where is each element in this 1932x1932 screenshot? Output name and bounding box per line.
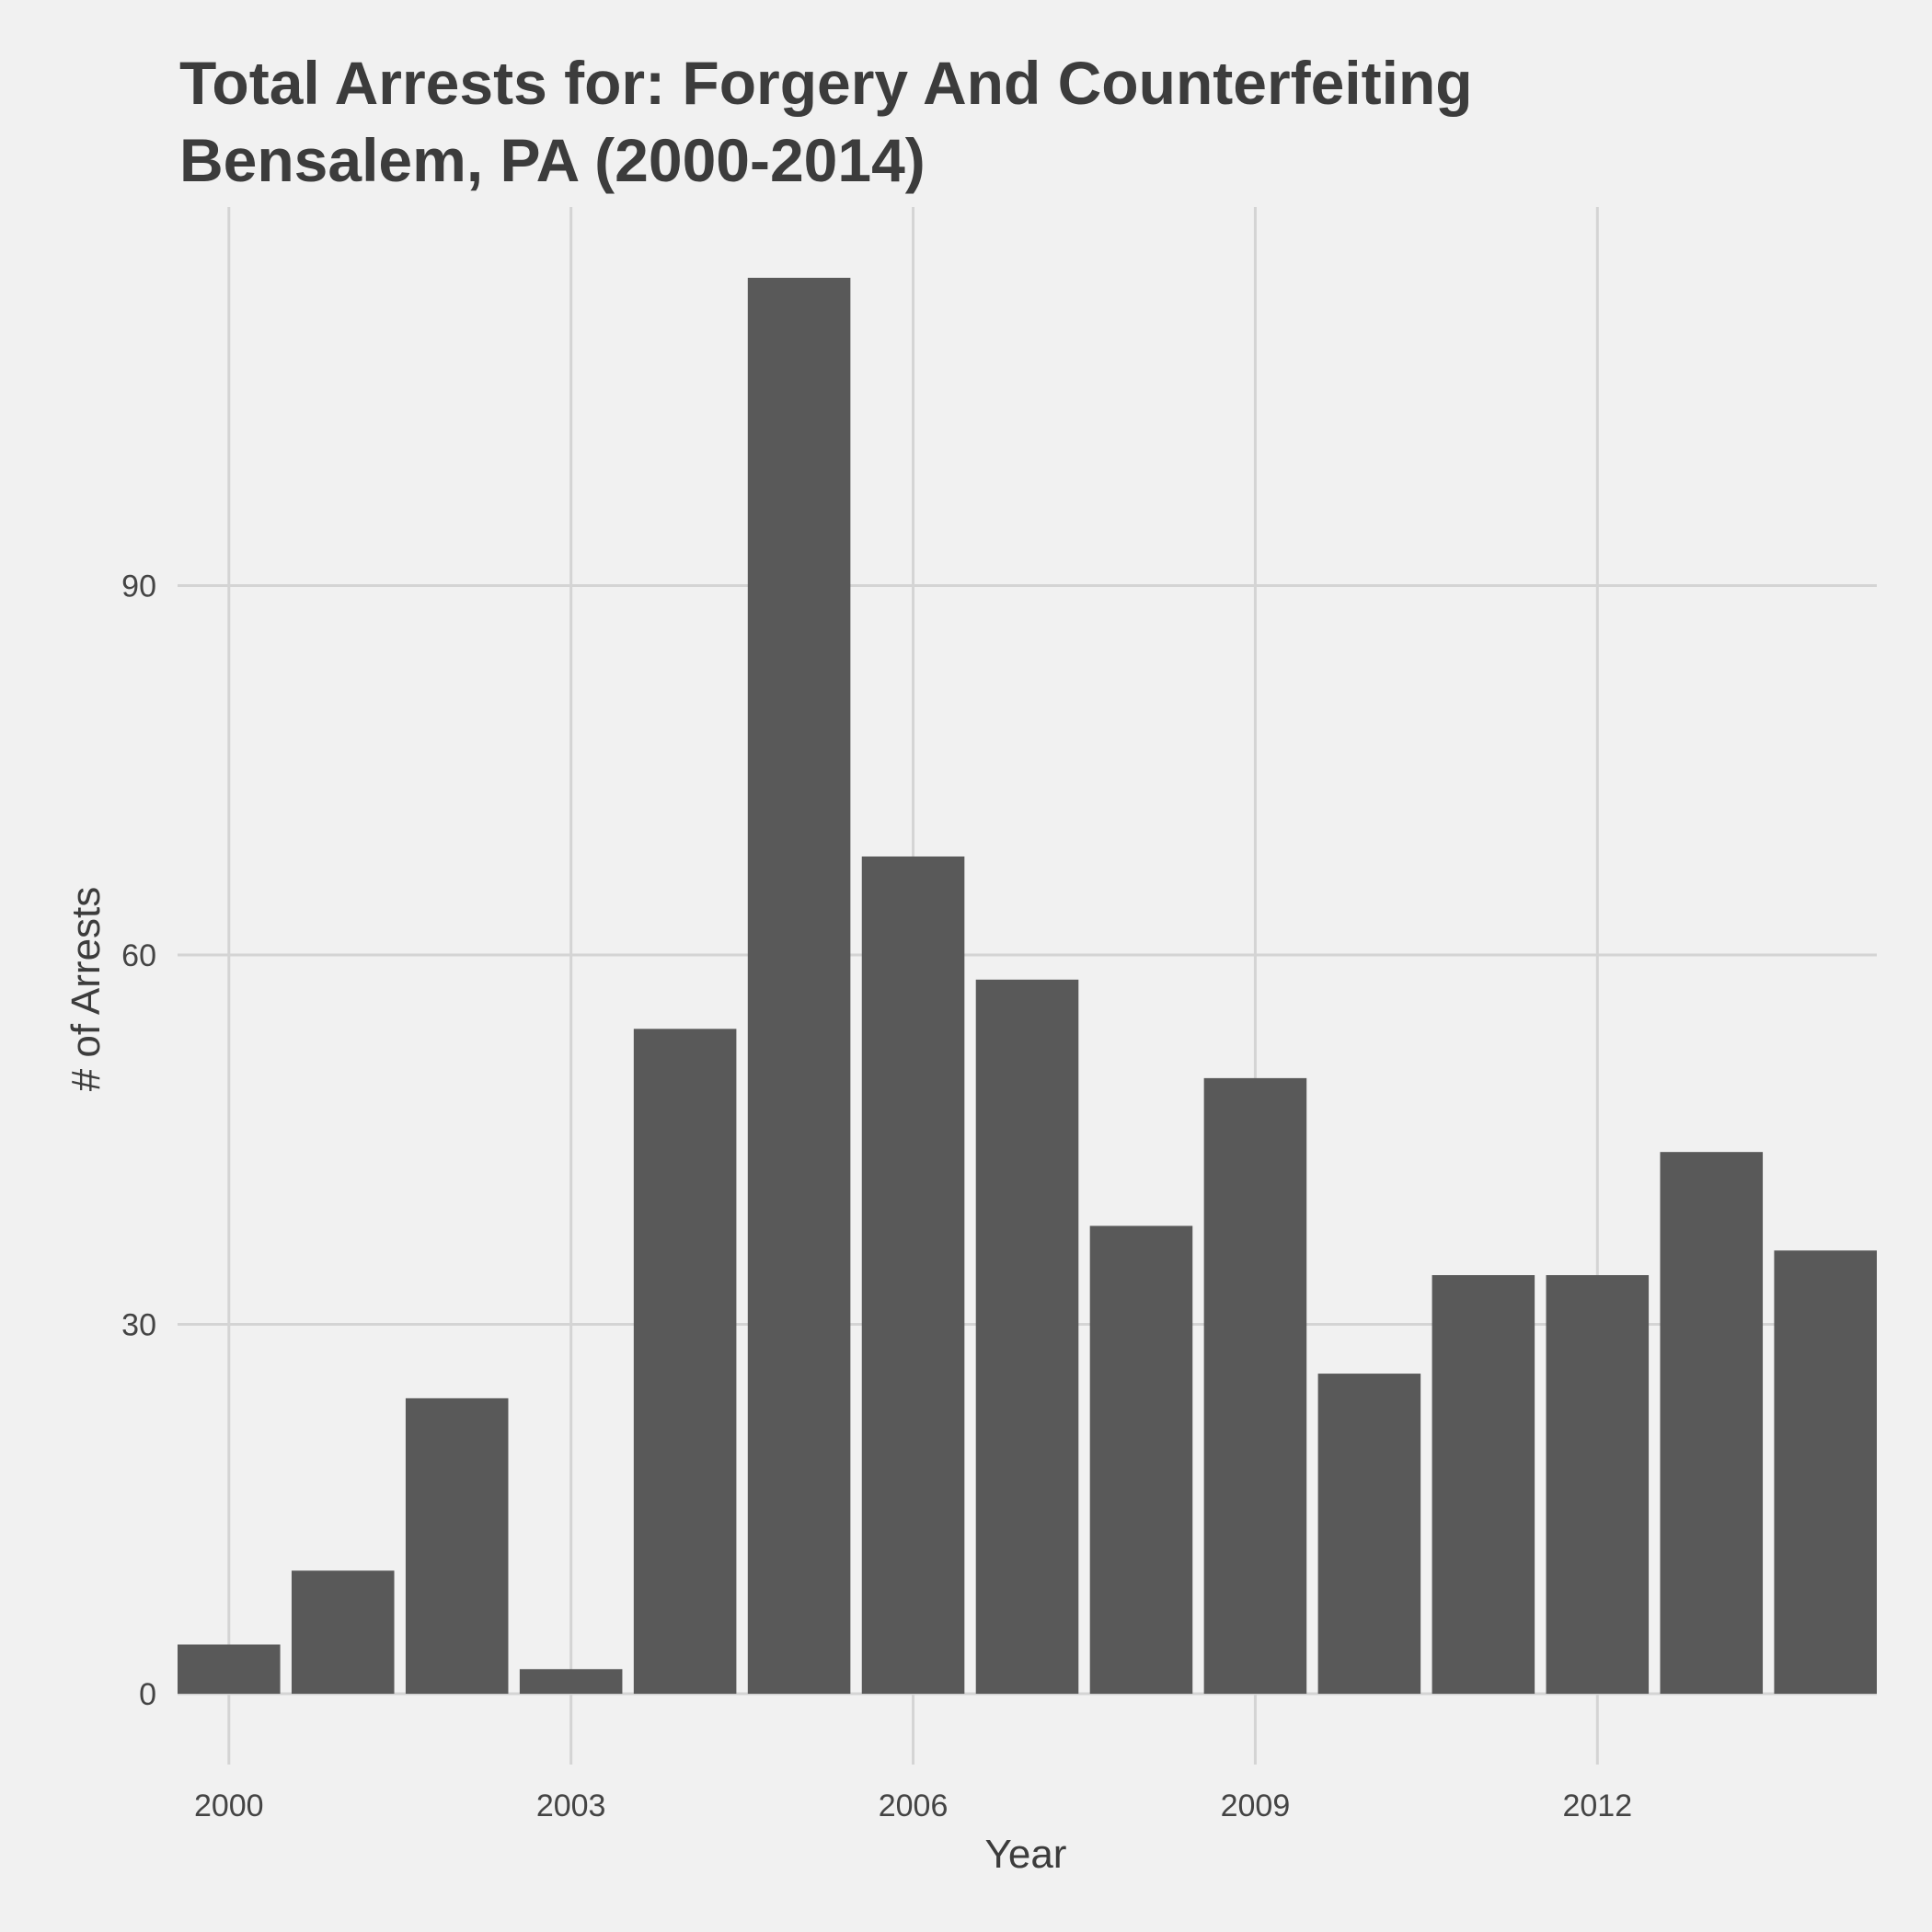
y-axis-title: # of Arrests bbox=[63, 887, 109, 1092]
bar-2007 bbox=[975, 979, 1079, 1695]
y-tick-label-90: 90 bbox=[121, 569, 156, 604]
chart-title-line-1: Total Arrests for: Forgery And Counterfe… bbox=[179, 49, 1473, 117]
bar-2014 bbox=[1774, 1250, 1877, 1695]
bar-2011 bbox=[1432, 1275, 1535, 1695]
x-axis-title: Year bbox=[985, 1832, 1067, 1877]
bar-2002 bbox=[405, 1397, 509, 1695]
y-tick-label-0: 0 bbox=[139, 1677, 156, 1712]
y-tick-label-60: 60 bbox=[121, 938, 156, 973]
bar-2001 bbox=[291, 1570, 395, 1695]
y-axis-ticks: 0 30 60 90 bbox=[121, 569, 156, 1713]
bar-2010 bbox=[1317, 1374, 1421, 1695]
bar-2009 bbox=[1203, 1077, 1307, 1695]
y-tick-label-30: 30 bbox=[121, 1308, 156, 1343]
bar-2013 bbox=[1660, 1152, 1764, 1695]
bar-2008 bbox=[1089, 1225, 1193, 1695]
x-tick-label-2003: 2003 bbox=[536, 1788, 606, 1823]
bar-2005 bbox=[747, 277, 851, 1695]
bar-2006 bbox=[861, 856, 965, 1695]
chart-title-line-2: Bensalem, PA (2000-2014) bbox=[179, 126, 926, 194]
bars bbox=[178, 277, 1877, 1695]
x-tick-label-2006: 2006 bbox=[879, 1788, 949, 1823]
bar-2000 bbox=[178, 1644, 281, 1695]
x-tick-label-2012: 2012 bbox=[1562, 1788, 1632, 1823]
x-tick-label-2009: 2009 bbox=[1221, 1788, 1291, 1823]
bar-2004 bbox=[633, 1029, 737, 1695]
x-axis-ticks: 2000 2003 2006 2009 2012 bbox=[194, 1788, 1632, 1823]
bar-2003 bbox=[519, 1669, 623, 1695]
bar-2012 bbox=[1546, 1275, 1650, 1695]
x-tick-label-2000: 2000 bbox=[194, 1788, 264, 1823]
